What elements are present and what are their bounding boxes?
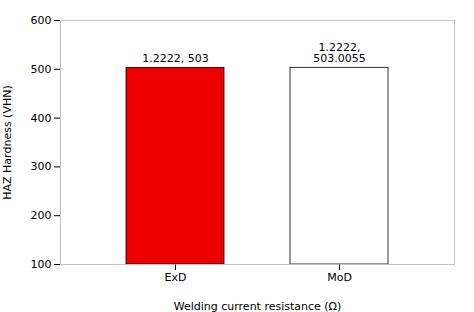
svg-text:500: 500 [31,63,52,76]
svg-text:400: 400 [31,112,52,125]
svg-text:ExD: ExD [165,271,187,284]
svg-text:600: 600 [31,14,52,27]
svg-text:Welding current resistance (Ω): Welding current resistance (Ω) [174,300,342,312]
svg-text:MoD: MoD [327,271,352,284]
svg-text:300: 300 [31,160,52,173]
svg-text:1.2222, 503: 1.2222, 503 [142,52,208,65]
svg-text:HAZ Hardness (VHN): HAZ Hardness (VHN) [1,85,14,199]
svg-text:200: 200 [31,209,52,222]
svg-text:1.2222,503.0055: 1.2222,503.0055 [313,41,366,65]
svg-text:100: 100 [31,258,52,271]
